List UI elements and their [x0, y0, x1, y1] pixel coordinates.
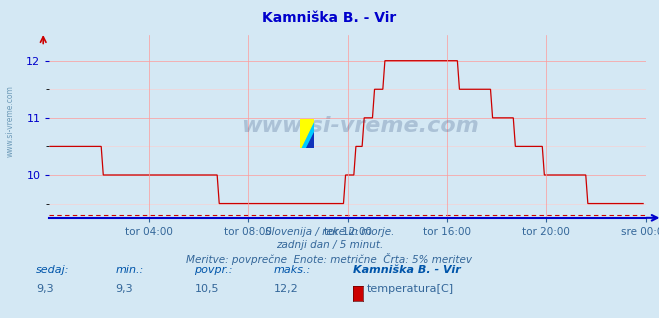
Text: 9,3: 9,3	[36, 284, 54, 294]
Text: Kamniška B. - Vir: Kamniška B. - Vir	[262, 11, 397, 25]
Text: maks.:: maks.:	[273, 265, 311, 275]
Text: www.si-vreme.com: www.si-vreme.com	[241, 116, 478, 136]
Text: 12,2: 12,2	[273, 284, 299, 294]
Polygon shape	[300, 119, 314, 148]
Text: www.si-vreme.com: www.si-vreme.com	[5, 85, 14, 157]
Text: povpr.:: povpr.:	[194, 265, 233, 275]
Text: Kamniška B. - Vir: Kamniška B. - Vir	[353, 265, 461, 275]
Polygon shape	[306, 132, 314, 148]
Polygon shape	[300, 119, 314, 148]
Text: zadnji dan / 5 minut.: zadnji dan / 5 minut.	[276, 240, 383, 250]
Text: temperatura[C]: temperatura[C]	[367, 284, 454, 294]
Text: 10,5: 10,5	[194, 284, 219, 294]
Text: sedaj:: sedaj:	[36, 265, 70, 275]
Text: min.:: min.:	[115, 265, 144, 275]
Text: Slovenija / reke in morje.: Slovenija / reke in morje.	[265, 227, 394, 237]
Text: 9,3: 9,3	[115, 284, 133, 294]
Text: Meritve: povprečne  Enote: metrične  Črta: 5% meritev: Meritve: povprečne Enote: metrične Črta:…	[186, 253, 473, 265]
